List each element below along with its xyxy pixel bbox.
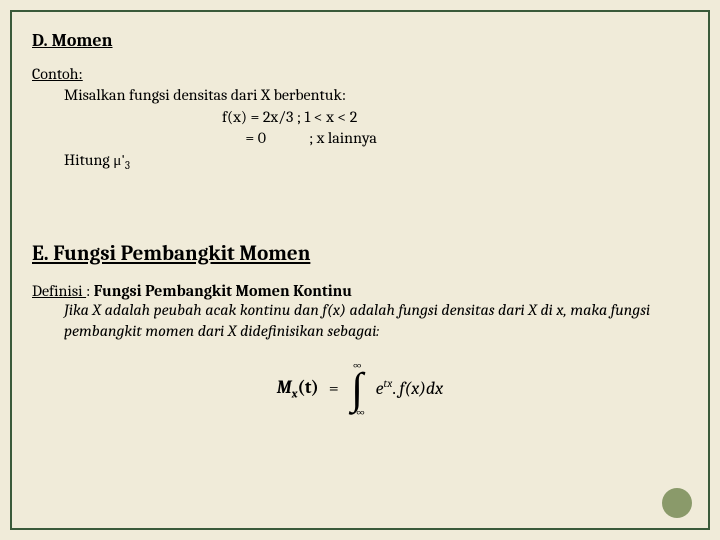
- equals-sign: =: [329, 378, 339, 399]
- hitung-label: Hitung: [64, 151, 113, 169]
- section-d-title: D. Momen: [32, 30, 688, 51]
- m-arg: (t): [297, 377, 318, 398]
- e-exp: tx: [383, 377, 392, 390]
- m-symbol: M: [277, 377, 292, 398]
- integrand: etx. f(x)dx: [376, 377, 444, 399]
- mgf-formula: Mx(t) = ∞ ∫ −∞ etx. f(x)dx: [32, 359, 688, 418]
- fx-line-2: = 0 ; x lainnya: [222, 128, 688, 150]
- definition-line: Definisi : Fungsi Pembangkit Momen Konti…: [32, 282, 688, 300]
- fx-zero: = 0: [222, 128, 266, 150]
- dot1: .: [392, 378, 395, 399]
- slide-frame: D. Momen Contoh: Misalkan fungsi densita…: [10, 10, 710, 530]
- fx-else: ; x lainnya: [309, 129, 377, 147]
- def-colon: :: [86, 282, 94, 300]
- hitung-line: Hitung μ'3: [64, 150, 688, 174]
- contoh-line1: Misalkan fungsi densitas dari X berbentu…: [64, 85, 688, 107]
- mu-symbol: μ'3: [113, 151, 130, 169]
- definisi-label: Definisi: [32, 282, 86, 300]
- lower-limit: −∞: [349, 406, 366, 418]
- corner-dot-icon: [662, 488, 692, 518]
- density-intro: Misalkan fungsi densitas dari X berbentu…: [64, 86, 346, 104]
- contoh-label: Contoh:: [32, 65, 688, 83]
- formula-inner: Mx(t) = ∞ ∫ −∞ etx. f(x)dx: [277, 359, 443, 418]
- f-of-x: f(x)dx: [399, 378, 443, 399]
- integral-sign: ∫: [351, 371, 363, 406]
- mu-prime: μ': [113, 151, 125, 169]
- fx-line-1: f(x) = 2x/3 ; 1 < x < 2: [222, 107, 688, 129]
- mu-subscript: 3: [125, 159, 130, 172]
- definition-body: Jika X adalah peubah acak kontinu dan f(…: [64, 300, 688, 343]
- fx-definition: f(x) = 2x/3 ; 1 < x < 2 = 0 ; x lainnya: [222, 107, 688, 150]
- definisi-bold: Fungsi Pembangkit Momen Kontinu: [94, 282, 352, 300]
- integral-block: ∞ ∫ −∞: [349, 359, 366, 418]
- section-e-title: E. Fungsi Pembangkit Momen: [32, 242, 688, 266]
- formula-lhs: Mx(t): [277, 377, 319, 401]
